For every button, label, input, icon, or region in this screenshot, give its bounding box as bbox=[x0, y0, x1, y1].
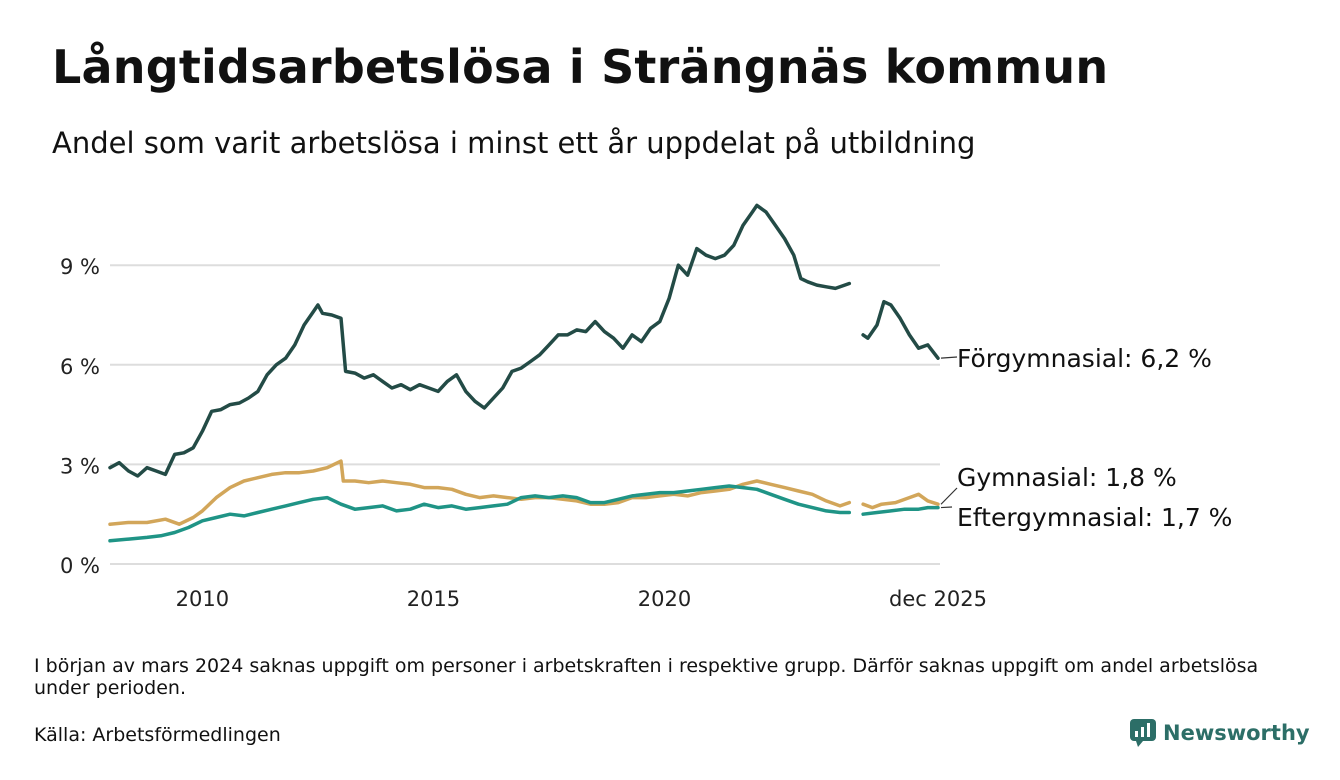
axis-ticks: 0 % 3 % 6 % 9 % 2010 2015 2020 dec 2025 bbox=[60, 255, 987, 611]
series-end-label: Gymnasial: 1,8 % bbox=[957, 463, 1177, 492]
x-tick-label: 2020 bbox=[638, 587, 691, 611]
series-line-förgymnasial bbox=[108, 203, 940, 478]
series-end-label: Förgymnasial: 6,2 % bbox=[957, 344, 1212, 373]
newsworthy-logo-icon bbox=[1130, 719, 1156, 747]
label-leader-line bbox=[940, 487, 958, 505]
line-chart: 0 % 3 % 6 % 9 % 2010 2015 2020 dec 2025 Förgymn… bbox=[60, 203, 1232, 611]
x-tick-label: 2015 bbox=[407, 587, 460, 611]
label-leader-line bbox=[940, 506, 953, 509]
end-labels: Förgymnasial: 6,2 % Gymnasial: 1,8 % Efter… bbox=[940, 344, 1232, 532]
series-end-label: Eftergymnasial: 1,7 % bbox=[957, 503, 1232, 532]
y-tick-label: 3 % bbox=[60, 454, 100, 478]
brand-logo[interactable]: Newsworthy bbox=[1129, 718, 1310, 748]
x-tick-label: dec 2025 bbox=[889, 587, 987, 611]
grid-lines bbox=[110, 264, 940, 565]
chart-title: Långtidsarbetslösa i Strängnäs kommun bbox=[52, 40, 1109, 94]
y-tick-label: 9 % bbox=[60, 255, 100, 279]
footnote: I början av mars 2024 saknas uppgift om … bbox=[34, 655, 1259, 699]
source-credit: Källa: Arbetsförmedlingen bbox=[34, 724, 281, 746]
series-lines bbox=[108, 203, 940, 543]
y-tick-label: 0 % bbox=[60, 554, 100, 578]
chart-subtitle: Andel som varit arbetslösa i minst ett å… bbox=[52, 126, 976, 160]
series-line-gymnasial bbox=[108, 459, 940, 526]
brand-name: Newsworthy bbox=[1163, 721, 1310, 745]
label-leader-line bbox=[940, 356, 958, 359]
series-line-eftergymnasial bbox=[108, 484, 940, 543]
x-tick-label: 2010 bbox=[176, 587, 229, 611]
y-tick-label: 6 % bbox=[60, 355, 100, 379]
